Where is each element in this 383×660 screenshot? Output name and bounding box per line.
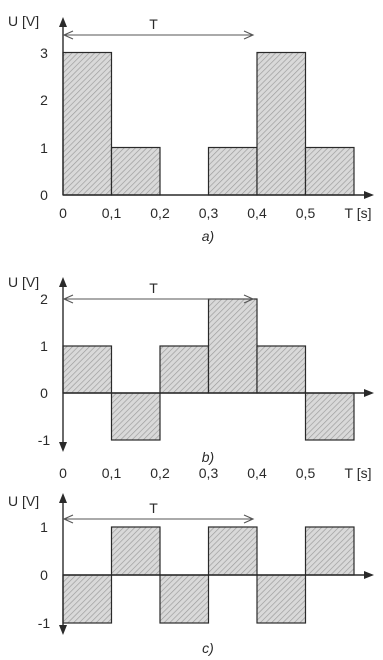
bar: [62, 51, 113, 196]
period-label: T: [149, 16, 158, 32]
panel-label: b): [202, 449, 214, 465]
y-tick-label: 0: [40, 187, 48, 203]
x-tick-label: 0,5: [296, 465, 316, 481]
y-axis-arrow-icon: [59, 493, 67, 503]
x-tick-label: 0,1: [102, 205, 122, 221]
bar: [110, 146, 161, 196]
bar: [304, 526, 355, 576]
x-tick-label: 0,1: [102, 465, 122, 481]
bar: [256, 51, 307, 196]
bar: [159, 574, 210, 624]
y-tick-label: 2: [40, 92, 48, 108]
x-tick-label: 0,2: [150, 205, 170, 221]
y-tick-label: 1: [40, 140, 48, 156]
y-tick-label: 3: [40, 45, 48, 61]
y-tick-label: 1: [40, 338, 48, 354]
bar: [256, 345, 307, 394]
chart-panel-2: U [V] -1 0 1 2 0 0,1 0,2 0,3 0,4 0,5 T [s] Tb): [8, 274, 374, 481]
y-axis-arrow-down-icon: [59, 625, 67, 635]
period-arrow-right-icon: [243, 294, 255, 304]
bar: [62, 345, 113, 394]
bar: [304, 392, 355, 441]
x-tick-label: 0,3: [199, 465, 219, 481]
chart-panel-1: U [V] 0 1 2 3 0 0,1 0,2 0,3 0,4 0,5 T [s] Ta): [8, 13, 374, 244]
x-tick-label: 0,4: [247, 205, 267, 221]
bar: [256, 574, 307, 624]
period-arrow-right-icon: [243, 514, 255, 524]
x-tick-label: 0,4: [247, 465, 267, 481]
x-axis-arrow-icon: [364, 571, 374, 579]
y-tick-label: -1: [38, 432, 51, 448]
x-tick-label: 0: [59, 205, 67, 221]
y-axis-arrow-icon: [59, 17, 67, 27]
period-arrow-right-icon: [243, 30, 255, 40]
bar: [304, 146, 355, 196]
bar: [207, 146, 258, 196]
chart-panel-3: U [V] -1 0 1 Tc): [8, 493, 374, 656]
period-arrow-left-icon: [62, 514, 74, 524]
bar: [207, 526, 258, 576]
y-axis-label: U [V]: [8, 274, 39, 290]
x-axis-arrow-icon: [364, 191, 374, 199]
y-axis-label: U [V]: [8, 493, 39, 509]
x-tick-label: 0,5: [296, 205, 316, 221]
period-label: T: [149, 280, 158, 296]
panel-label: a): [202, 228, 214, 244]
y-axis-arrow-icon: [59, 277, 67, 287]
x-tick-label: 0,2: [150, 465, 170, 481]
bar: [207, 298, 258, 394]
period-arrow-left-icon: [62, 294, 74, 304]
bar: [110, 392, 161, 441]
y-axis-arrow-down-icon: [59, 442, 67, 452]
x-axis-label: T [s]: [345, 465, 372, 481]
bar: [110, 526, 161, 576]
y-tick-label: 0: [40, 385, 48, 401]
y-tick-label: 0: [40, 567, 48, 583]
bar: [159, 345, 210, 394]
y-tick-label: 1: [40, 519, 48, 535]
period-label: T: [149, 500, 158, 516]
y-axis-label: U [V]: [8, 13, 39, 29]
x-axis-arrow-icon: [364, 389, 374, 397]
panel-label: c): [202, 640, 214, 656]
y-tick-label: -1: [38, 615, 51, 631]
x-tick-label: 0,3: [199, 205, 219, 221]
period-arrow-left-icon: [62, 30, 74, 40]
x-tick-label: 0: [59, 465, 67, 481]
x-axis-label: T [s]: [345, 205, 372, 221]
bar: [62, 574, 113, 624]
y-tick-label: 2: [40, 291, 48, 307]
